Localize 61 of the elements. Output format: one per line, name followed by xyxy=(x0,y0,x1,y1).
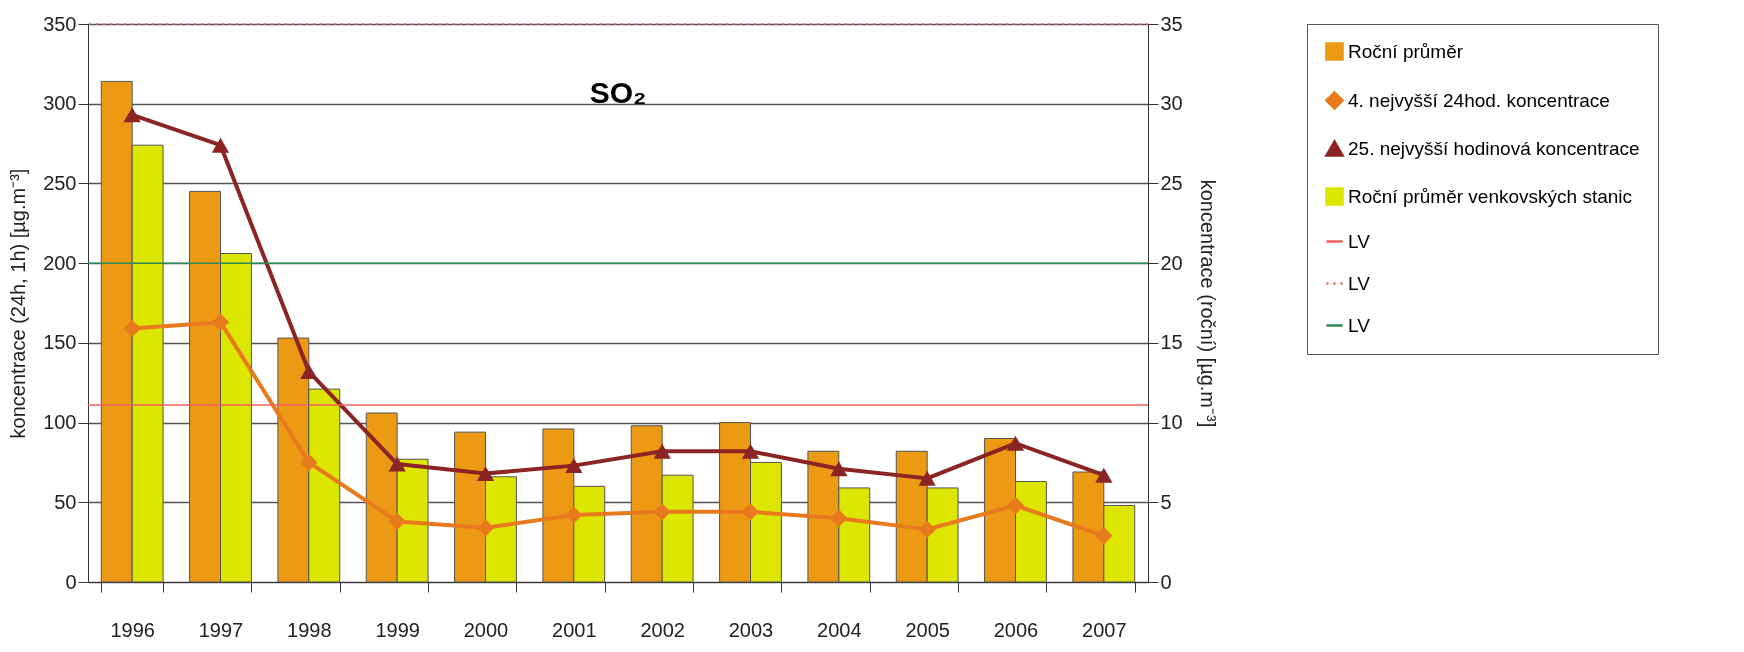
x-tick-label: 1998 xyxy=(287,618,332,641)
x-tick-label: 2005 xyxy=(905,618,950,641)
point xyxy=(1006,435,1025,451)
y2-tick-label: 20 xyxy=(1160,251,1183,274)
point xyxy=(388,456,406,472)
y-tick-label: 200 xyxy=(43,251,77,274)
y2-tick-label: 30 xyxy=(1160,92,1183,115)
legend-label: LV xyxy=(1348,272,1371,294)
point xyxy=(123,319,141,338)
point xyxy=(653,503,671,521)
x-tick-label: 2004 xyxy=(817,618,862,641)
x-tick-label: 1997 xyxy=(198,618,244,641)
y-tick-label: 150 xyxy=(43,331,77,354)
y-tick-label: 300 xyxy=(43,92,77,115)
point xyxy=(565,506,583,524)
point xyxy=(300,453,318,472)
text: SO₂ xyxy=(589,76,647,109)
x-tick-label: 2002 xyxy=(640,618,685,641)
x-tick-label: 2003 xyxy=(728,618,774,641)
y2-tick-label: 5 xyxy=(1160,490,1172,513)
point xyxy=(388,512,406,531)
legend-label: Roční průměr venkovských stanic xyxy=(1348,185,1633,207)
y-tick-label: 350 xyxy=(43,12,77,35)
y2-tick-label: 0 xyxy=(1160,570,1172,593)
x-tick-label: 2007 xyxy=(1082,618,1127,641)
legend-label: Roční průměr xyxy=(1348,40,1464,62)
y-axis-title: koncentrace (24h, 1h) [µg.m⁻³] xyxy=(7,168,30,439)
point xyxy=(300,364,318,380)
point xyxy=(830,461,848,477)
point xyxy=(1095,527,1113,545)
y-tick-label: 50 xyxy=(54,490,77,513)
point xyxy=(476,466,495,482)
x-tick-label: 2000 xyxy=(463,618,509,641)
x-tick-label: 1996 xyxy=(110,618,155,641)
y2-tick-label: 35 xyxy=(1160,12,1183,35)
point xyxy=(476,519,495,537)
y-tick-label: 250 xyxy=(43,171,77,194)
y2-tick-label: 25 xyxy=(1160,171,1183,194)
y2-tick-label: 15 xyxy=(1160,331,1183,354)
point xyxy=(211,313,230,331)
point xyxy=(1006,496,1025,515)
legend-label: LV xyxy=(1348,314,1371,336)
point xyxy=(1095,467,1113,483)
legend-label: LV xyxy=(1348,230,1371,252)
x-tick-label: 2001 xyxy=(552,618,597,641)
point xyxy=(123,107,141,123)
y2-tick-label: 10 xyxy=(1160,411,1183,434)
point xyxy=(918,470,936,486)
point xyxy=(830,509,848,527)
point xyxy=(211,137,230,153)
legend-label: 25. nejvyšší hodinová koncentrace xyxy=(1348,137,1640,159)
x-tick-label: 1999 xyxy=(375,618,420,641)
point xyxy=(918,520,936,539)
point xyxy=(653,443,671,459)
y-tick-label: 0 xyxy=(65,570,77,593)
y-tick-label: 100 xyxy=(43,411,77,434)
point xyxy=(741,443,760,459)
legend-label: 4. nejvyšší 24hod. koncentrace xyxy=(1348,89,1610,111)
point xyxy=(565,458,583,474)
y2-axis-title: koncentrace (roční) [µg.m⁻³] xyxy=(1196,179,1219,428)
x-tick-label: 2006 xyxy=(993,618,1039,641)
